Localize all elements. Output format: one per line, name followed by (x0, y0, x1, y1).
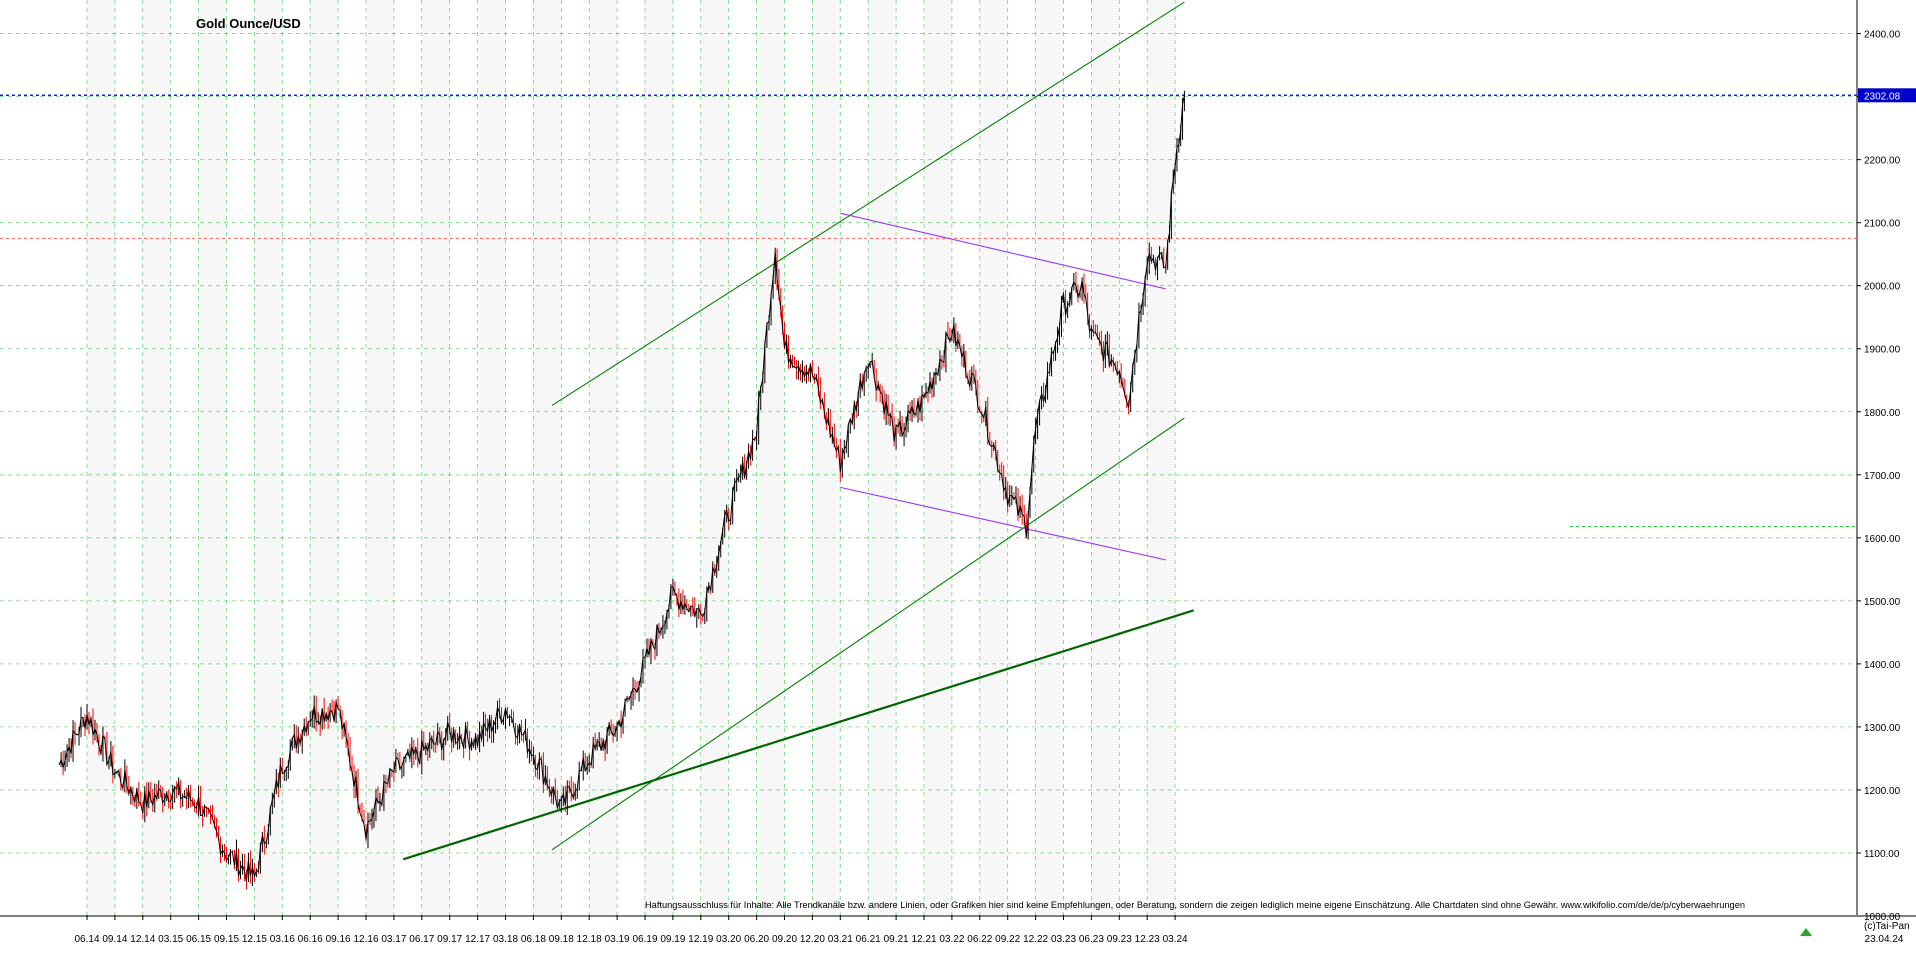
x-tick-label: 12.21 (911, 934, 936, 945)
chart-band (812, 0, 841, 915)
chart-band (924, 0, 952, 915)
chart-band (366, 0, 394, 915)
chart-band (1035, 0, 1064, 915)
chart-band (421, 0, 450, 915)
x-tick-label: 09.21 (884, 934, 909, 945)
x-tick-label: 03.21 (828, 934, 853, 945)
x-tick-label: 03.23 (1051, 934, 1076, 945)
trendline-1 (551, 417, 1185, 851)
y-tick-label: 1400.00 (1864, 660, 1901, 671)
chart-band (87, 0, 115, 915)
y-tick-label: 1800.00 (1864, 408, 1901, 419)
price-line (58, 95, 1185, 882)
disclaimer-annotation: Haftungsausschluss für Inhalte: Alle Tre… (645, 900, 1745, 910)
x-tick-label: 12.16 (353, 934, 378, 945)
x-tick-label: 09.22 (995, 934, 1020, 945)
x-tick-label: 06.23 (1079, 934, 1104, 945)
x-tick-label: 09.18 (549, 934, 574, 945)
x-tick-label: 12.23 (1135, 934, 1160, 945)
x-tick-label: 09.23 (1107, 934, 1132, 945)
chart-band (254, 0, 283, 915)
x-tick-label: 03.22 (939, 934, 964, 945)
x-tick-label: 12.19 (688, 934, 713, 945)
trendline-4 (840, 212, 1166, 290)
x-tick-label: 03.17 (381, 934, 406, 945)
x-tick-label: 06.20 (744, 934, 769, 945)
x-tick-label: 12.18 (577, 934, 602, 945)
trendline-3 (402, 609, 1195, 861)
chart-title: Gold Ounce/USD (196, 16, 301, 31)
y-tick-label: 1100.00 (1864, 849, 1900, 860)
x-tick-label: 06.21 (856, 934, 881, 945)
x-tick-label: 12.22 (1023, 934, 1048, 945)
chart-band (979, 0, 1008, 915)
copyright-annotation: (c)Tai-Pan (1864, 921, 1910, 932)
chart-band (310, 0, 339, 915)
x-tick-label: 12.20 (800, 934, 825, 945)
y-tick-label: 2400.00 (1864, 30, 1901, 41)
x-tick-label: 09.19 (660, 934, 685, 945)
x-tick-label: 12.15 (242, 934, 267, 945)
x-tick-label: 03.15 (158, 934, 183, 945)
chart-band (700, 0, 729, 915)
x-tick-label: 09.14 (102, 934, 127, 945)
x-tick-label: 06.17 (409, 934, 434, 945)
chart-band (868, 0, 897, 915)
x-tick-label: 03.24 (1163, 934, 1188, 945)
x-tick-label: 12.17 (465, 934, 490, 945)
x-tick-label: 09.15 (214, 934, 239, 945)
y-tick-label: 1300.00 (1864, 723, 1901, 734)
x-tick-label: 09.16 (326, 934, 351, 945)
trendline-5 (840, 486, 1166, 561)
x-tick-label: 06.15 (186, 934, 211, 945)
y-tick-label: 1000.00 (1864, 912, 1901, 923)
y-tick-label: 1200.00 (1864, 786, 1901, 797)
x-tick-label: 03.19 (605, 934, 630, 945)
y-tick-label: 2200.00 (1864, 156, 1901, 167)
trendline-2 (551, 1, 1185, 406)
y-tick-label: 1500.00 (1864, 597, 1901, 608)
y-tick-label: 1700.00 (1864, 471, 1901, 482)
scroll-arrow-icon (1800, 928, 1812, 936)
y-tick-label: 2000.00 (1864, 282, 1901, 293)
chart-band (198, 0, 227, 915)
x-tick-label: 06.14 (74, 934, 99, 945)
chart-band (1147, 0, 1176, 915)
x-tick-label: 06.22 (967, 934, 992, 945)
x-tick-label: 03.16 (270, 934, 295, 945)
chart-band (142, 0, 171, 915)
chart-band (477, 0, 506, 915)
x-tick-label: 03.18 (493, 934, 518, 945)
last-value-badge (1858, 88, 1916, 103)
chart-band (1091, 0, 1120, 915)
x-tick-label: 09.20 (772, 934, 797, 945)
last-value-label: 2302.08 (1864, 91, 1901, 102)
chart-band (645, 0, 673, 915)
chart-band (533, 0, 562, 915)
chart-band (589, 0, 618, 915)
y-tick-label: 1600.00 (1864, 534, 1901, 545)
x-tick-label: 09.17 (437, 934, 462, 945)
y-tick-label: 2100.00 (1864, 219, 1901, 230)
y-tick-label: 1900.00 (1864, 345, 1901, 356)
chart-band (756, 0, 785, 915)
x-tick-label: 06.16 (298, 934, 323, 945)
x-tick-label: 12.14 (130, 934, 155, 945)
x-tick-label: 06.18 (521, 934, 546, 945)
x-tick-label: 03.20 (716, 934, 741, 945)
last-date-label: 23.04.24 (1865, 934, 1904, 945)
x-tick-label: 06.19 (632, 934, 657, 945)
